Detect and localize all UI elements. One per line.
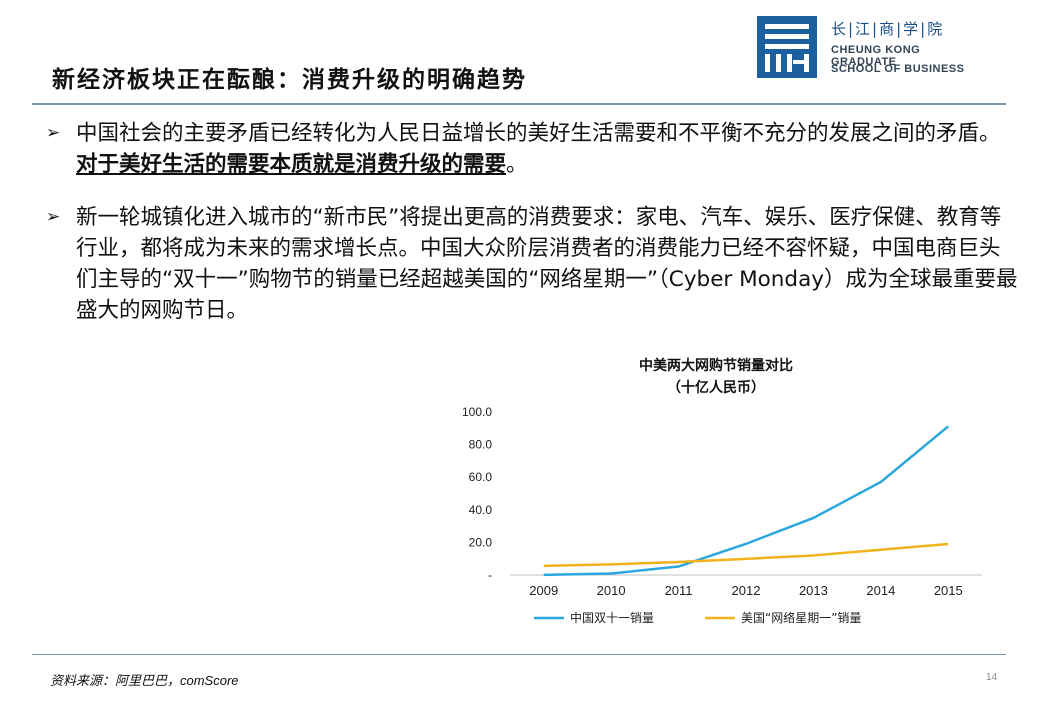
slide-title: 新经济板块正在酝酿：消费升级的明确趋势: [52, 67, 527, 93]
school-logo: 长|江|商|学|院 CHEUNG KONG GRADUATE SCHOOL OF…: [757, 16, 987, 80]
title-divider: [32, 103, 1006, 105]
legend-label-2: 美国“网络星期一”销量: [741, 610, 861, 625]
x-tick-label: 2010: [597, 583, 626, 598]
bullet-arrow-icon: ➢: [46, 123, 61, 143]
logo-mark-icon: [757, 16, 817, 78]
bullet-2-text: 新一轮城镇化进入城市的“新市民”将提出更高的消费要求：家电、汽车、娱乐、医疗保健…: [76, 205, 1018, 323]
logo-english-line2: SCHOOL OF BUSINESS: [831, 63, 965, 75]
bullet-1-end: 。: [506, 152, 528, 177]
y-tick-label: 40.0: [469, 503, 493, 517]
y-tick-label: 60.0: [469, 470, 493, 484]
x-tick-label: 2011: [665, 583, 693, 598]
y-tick-label: -: [488, 568, 492, 582]
x-tick-label: 2012: [732, 583, 761, 598]
x-tick-label: 2009: [529, 583, 558, 598]
series-line-2: [543, 542, 949, 568]
x-tick-label: 2015: [934, 583, 963, 598]
y-tick-label: 20.0: [469, 535, 493, 549]
bullet-arrow-icon: ➢: [46, 207, 61, 227]
y-tick-label: 100.0: [462, 405, 492, 419]
y-tick-label: 80.0: [469, 438, 493, 452]
footer-divider: [32, 654, 1006, 655]
bullet-1-text: 中国社会的主要矛盾已经转化为人民日益增长的美好生活需要和不平衡不充分的发展之间的…: [76, 121, 1001, 146]
chart-title: 中美两大网购节销量对比: [639, 357, 793, 374]
bullet-1-emphasis: 对于美好生活的需要本质就是消费升级的需要: [76, 152, 507, 177]
legend-label-1: 中国双十一销量: [570, 610, 654, 625]
logo-chinese-name: 长|江|商|学|院: [831, 20, 945, 38]
x-tick-label: 2013: [799, 583, 828, 598]
sales-comparison-chart: 中美两大网购节销量对比 （十亿人民币） - 20.0 40.0 60.0 80.0 100.0…: [462, 357, 982, 625]
series-line-1: [543, 425, 950, 577]
chart-subtitle: （十亿人民币）: [667, 379, 765, 396]
x-tick-label: 2014: [866, 583, 895, 598]
logo-english-line1: CHEUNG KONG GRADUATE: [831, 44, 921, 68]
source-note: 资料来源：阿里巴巴，comScore: [50, 673, 239, 688]
page-number: 14: [986, 672, 998, 683]
